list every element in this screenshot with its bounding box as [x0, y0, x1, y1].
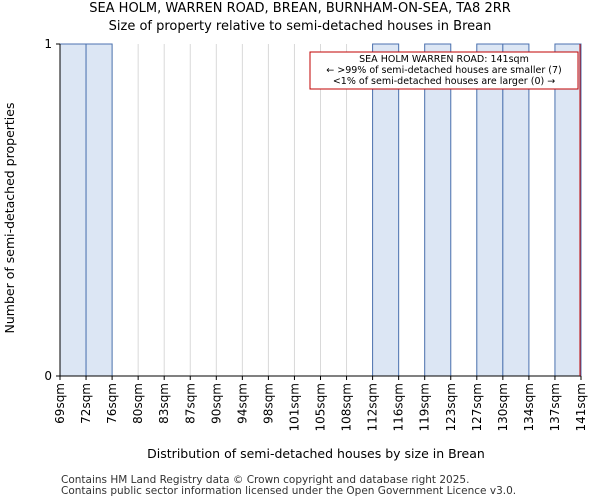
footer-line-1: Contains HM Land Registry data © Crown c…: [61, 474, 470, 486]
bar-130sqm: [502, 43, 530, 377]
annotation-line-1: SEA HOLM WARREN ROAD: 141sqm: [359, 54, 529, 65]
x-tick-label: 76sqm: [105, 383, 119, 424]
bar-72sqm: [85, 43, 113, 377]
annotation-line-3: <1% of semi-detached houses are larger (…: [333, 76, 555, 87]
x-tick-label: 98sqm: [261, 383, 275, 424]
x-tick-label: 134sqm: [522, 383, 536, 431]
x-tick-label: 123sqm: [444, 383, 458, 431]
chart-title: SEA HOLM, WARREN ROAD, BREAN, BURNHAM-ON…: [89, 1, 511, 16]
bar-112sqm: [372, 43, 400, 377]
x-tick-label: 116sqm: [392, 383, 406, 431]
bars: [59, 43, 582, 377]
x-tick-label: 69sqm: [53, 383, 67, 424]
bar-127sqm: [476, 43, 504, 377]
bar-69sqm: [59, 43, 87, 377]
x-tick-label: 80sqm: [131, 383, 145, 424]
x-tick-label: 130sqm: [496, 383, 510, 431]
x-tick-label: 119sqm: [418, 383, 432, 431]
bar-119sqm: [424, 43, 452, 377]
y-axis-label: Number of semi-detached properties: [2, 103, 17, 334]
x-tick-label: 127sqm: [470, 383, 484, 431]
footer-line-2: Contains public sector information licen…: [61, 485, 517, 497]
y-tick-label: 1: [44, 37, 52, 51]
x-tick-label: 87sqm: [183, 383, 197, 424]
annotation-line-2: ← >99% of semi-detached houses are small…: [326, 65, 561, 76]
x-tick-label: 101sqm: [287, 383, 301, 431]
y-ticks: 01: [44, 37, 60, 383]
annotation-box: SEA HOLM WARREN ROAD: 141sqm ← >99% of s…: [309, 51, 579, 90]
x-tick-label: 83sqm: [157, 383, 171, 424]
x-tick-label: 112sqm: [366, 383, 380, 431]
y-tick-label: 0: [44, 369, 52, 383]
x-tick-label: 141sqm: [574, 383, 588, 431]
x-tick-label: 94sqm: [235, 383, 249, 424]
x-tick-label: 108sqm: [340, 383, 354, 431]
x-tick-label: 105sqm: [314, 383, 328, 431]
chart-subtitle: Size of property relative to semi-detach…: [108, 19, 492, 34]
bar-137sqm: [554, 43, 582, 377]
x-tick-label: 137sqm: [548, 383, 562, 431]
x-axis-label: Distribution of semi-detached houses by …: [147, 446, 485, 461]
x-tick-label: 90sqm: [209, 383, 223, 424]
x-tick-label: 72sqm: [79, 383, 93, 424]
x-ticks: 69sqm 72sqm 76sqm 80sqm 83sqm 87sqm 90sqm 94sqm…: [53, 376, 588, 431]
